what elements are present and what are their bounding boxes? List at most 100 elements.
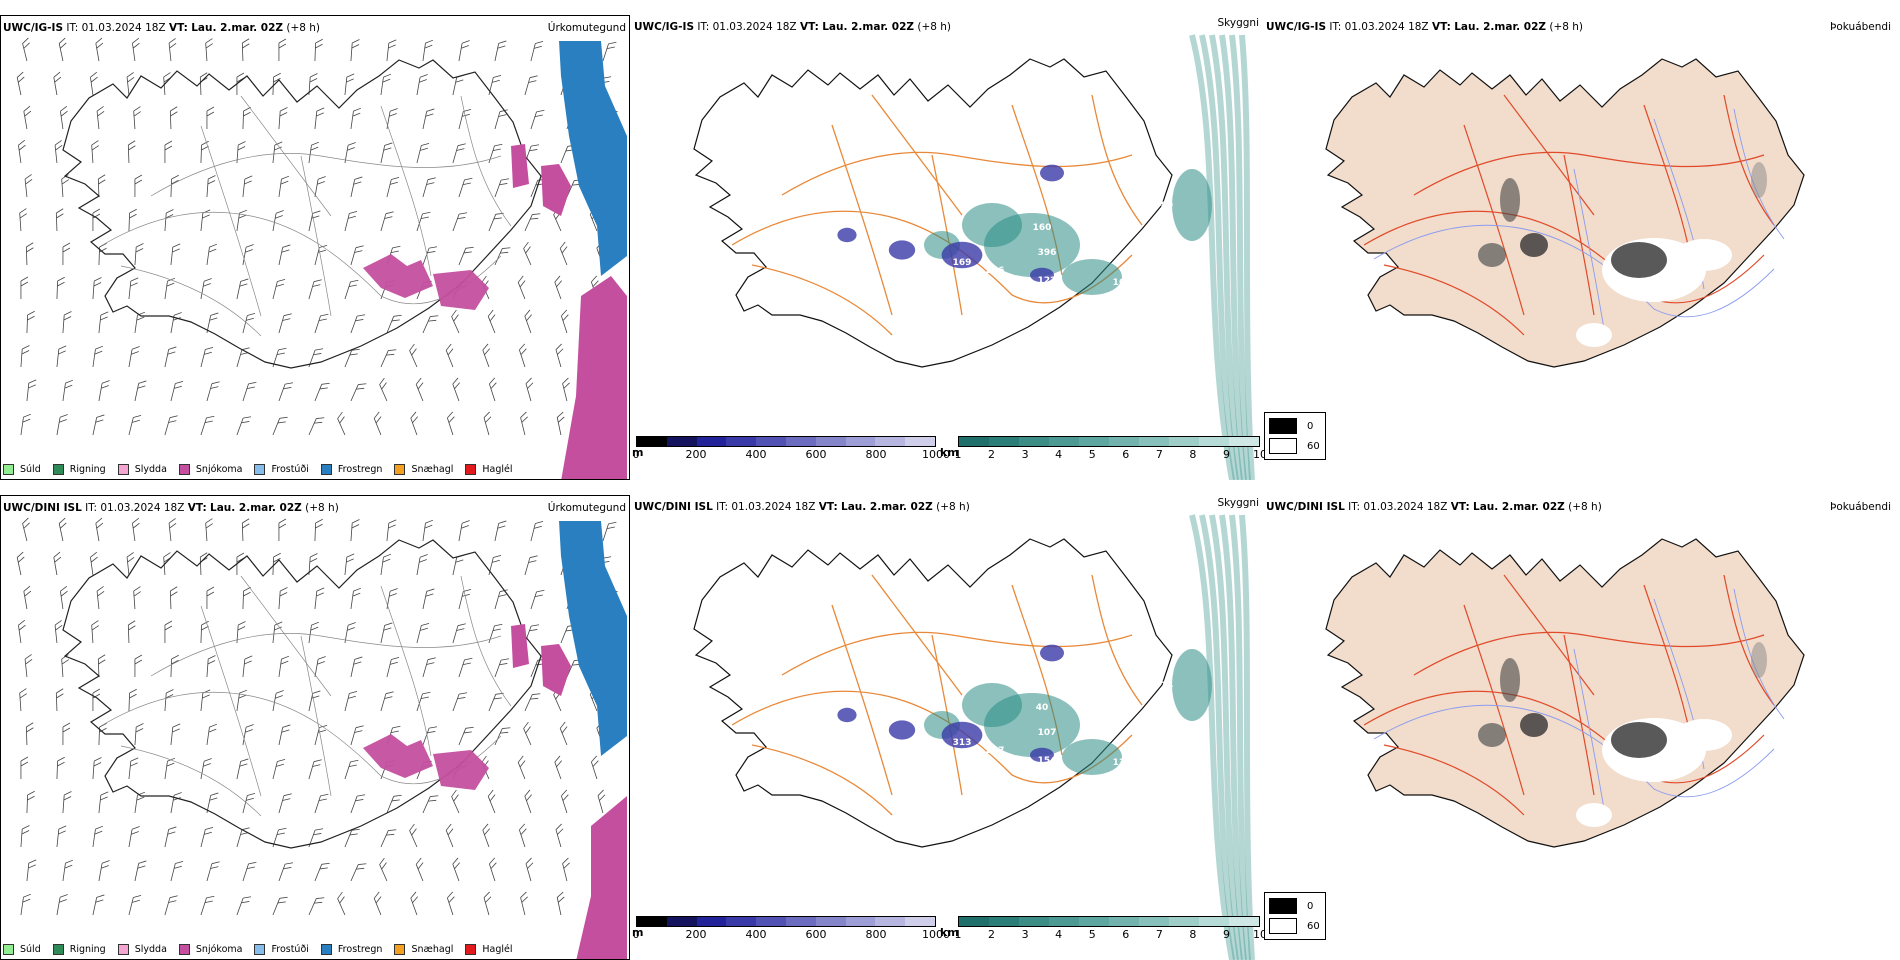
- fog-area: [1576, 323, 1612, 347]
- wind-barb: [556, 411, 565, 436]
- wind-barb: [128, 208, 137, 232]
- wind-barb: [560, 789, 569, 814]
- wind-barb: [517, 275, 526, 300]
- scale-color-step: [696, 917, 727, 926]
- coastline: [1325, 538, 1805, 848]
- wind-barb: [134, 860, 147, 882]
- altitude-scale: 0 200 400 600 800 1000 m: [632, 436, 950, 461]
- scale-color-step: [696, 437, 727, 446]
- road: [751, 744, 893, 816]
- wind-barb: [170, 654, 179, 678]
- scale-color-step: [666, 437, 697, 446]
- wind-barb: [127, 140, 136, 164]
- road: [150, 633, 502, 677]
- visibility-panel-bottom: UWC/DINI ISL IT: 01.03.2024 18Z VT: Lau.…: [632, 495, 1262, 960]
- wind-barb: [445, 343, 454, 368]
- scale-color-step: [666, 917, 697, 926]
- wind-barb: [452, 623, 466, 644]
- road: [150, 153, 502, 197]
- wind-barb: [278, 313, 292, 334]
- wind-barb: [128, 277, 139, 300]
- fog-panel-bottom: UWC/DINI ISL IT: 01.03.2024 18Z VT: Lau.…: [1264, 495, 1894, 960]
- wind-barb: [16, 71, 25, 96]
- wind-barb: [386, 39, 397, 62]
- visibility-value-label: 207: [986, 746, 1005, 756]
- visibility-scale: 1 2 3 4 5 6 7 8 9 10 km: [940, 916, 1267, 941]
- panel-variable: Þokuábendi: [1830, 21, 1891, 33]
- low-visibility-area: [1239, 514, 1255, 960]
- visibility-value-label: 313: [953, 738, 972, 748]
- wind-barb: [90, 71, 98, 96]
- low-visibility-area: [1209, 34, 1243, 480]
- road: [1563, 634, 1595, 796]
- wind-barb: [487, 789, 496, 814]
- fog-map: [1325, 58, 1805, 368]
- wind-barb: [415, 857, 424, 882]
- wind-barb: [170, 312, 182, 334]
- low-visibility-area: [1172, 169, 1212, 241]
- wind-barb: [90, 551, 98, 576]
- wind-barb: [488, 212, 504, 232]
- wind-barb: [555, 343, 564, 368]
- snowfall-area: [541, 644, 571, 696]
- river: [1573, 168, 1605, 330]
- wind-barb: [530, 520, 544, 542]
- visibility-value-label: 122: [1038, 276, 1057, 286]
- panel-title: UWC/DINI ISL IT: 01.03.2024 18Z VT: Lau.…: [3, 502, 339, 514]
- precip-legend-swatch: [254, 464, 266, 475]
- wind-barb: [134, 654, 143, 677]
- wind-barb: [483, 891, 492, 916]
- road: [831, 124, 893, 316]
- wind-barb: [314, 724, 328, 746]
- wind-barb: [200, 346, 214, 368]
- wind-barb: [344, 828, 360, 848]
- wind-barb: [452, 692, 468, 712]
- wind-barb: [416, 554, 428, 576]
- scale-color-step: [1169, 437, 1199, 446]
- glacier-altitude: [837, 227, 857, 243]
- scale-color-step: [1139, 917, 1169, 926]
- wind-barb: [18, 619, 26, 644]
- fog-area: [1576, 803, 1612, 827]
- wind-barb: [344, 73, 355, 96]
- wind-barb: [556, 891, 565, 916]
- wind-barb: [236, 758, 249, 780]
- wind-barb: [242, 861, 257, 882]
- fog-area: [1611, 242, 1667, 278]
- road: [300, 155, 332, 317]
- wind-barb: [170, 723, 181, 746]
- wind-barb: [308, 417, 325, 436]
- wind-barb: [416, 74, 428, 96]
- wind-barb: [170, 243, 181, 266]
- wind-barb: [26, 859, 37, 882]
- wind-barb: [314, 107, 325, 130]
- wind-barb: [380, 829, 397, 848]
- low-visibility-area: [1219, 514, 1247, 960]
- low-visibility-area: [1239, 34, 1255, 480]
- wind-barb: [278, 175, 290, 198]
- wind-barb: [350, 107, 362, 130]
- precip-panel-top: UWC/IG-IS IT: 01.03.2024 18Z VT: Lau. 2.…: [0, 15, 630, 480]
- wind-barb: [524, 213, 541, 232]
- wind-barb: [350, 176, 363, 198]
- wind-barb: [236, 72, 245, 95]
- road: [460, 95, 512, 227]
- wind-barb: [373, 891, 382, 916]
- wind-barb: [97, 654, 106, 678]
- wind-barb: [128, 894, 142, 916]
- scale-color-step: [1199, 437, 1229, 446]
- wind-barb: [562, 857, 570, 882]
- wind-barb: [170, 174, 179, 198]
- low-visibility-area: [1229, 34, 1251, 480]
- wind-barb: [55, 688, 64, 712]
- wind-barb: [488, 74, 502, 96]
- wind-barb: [25, 722, 34, 746]
- scale-tick-label: 1: [954, 928, 962, 941]
- wind-barb: [241, 38, 250, 62]
- scale-tick-label: 600: [805, 928, 827, 941]
- panel-title: UWC/DINI ISL IT: 01.03.2024 18Z VT: Lau.…: [634, 501, 970, 513]
- wind-barb: [242, 312, 256, 334]
- wind-barb: [452, 212, 468, 232]
- visibility-scale-bar: [958, 436, 1260, 447]
- wind-barb: [409, 343, 418, 368]
